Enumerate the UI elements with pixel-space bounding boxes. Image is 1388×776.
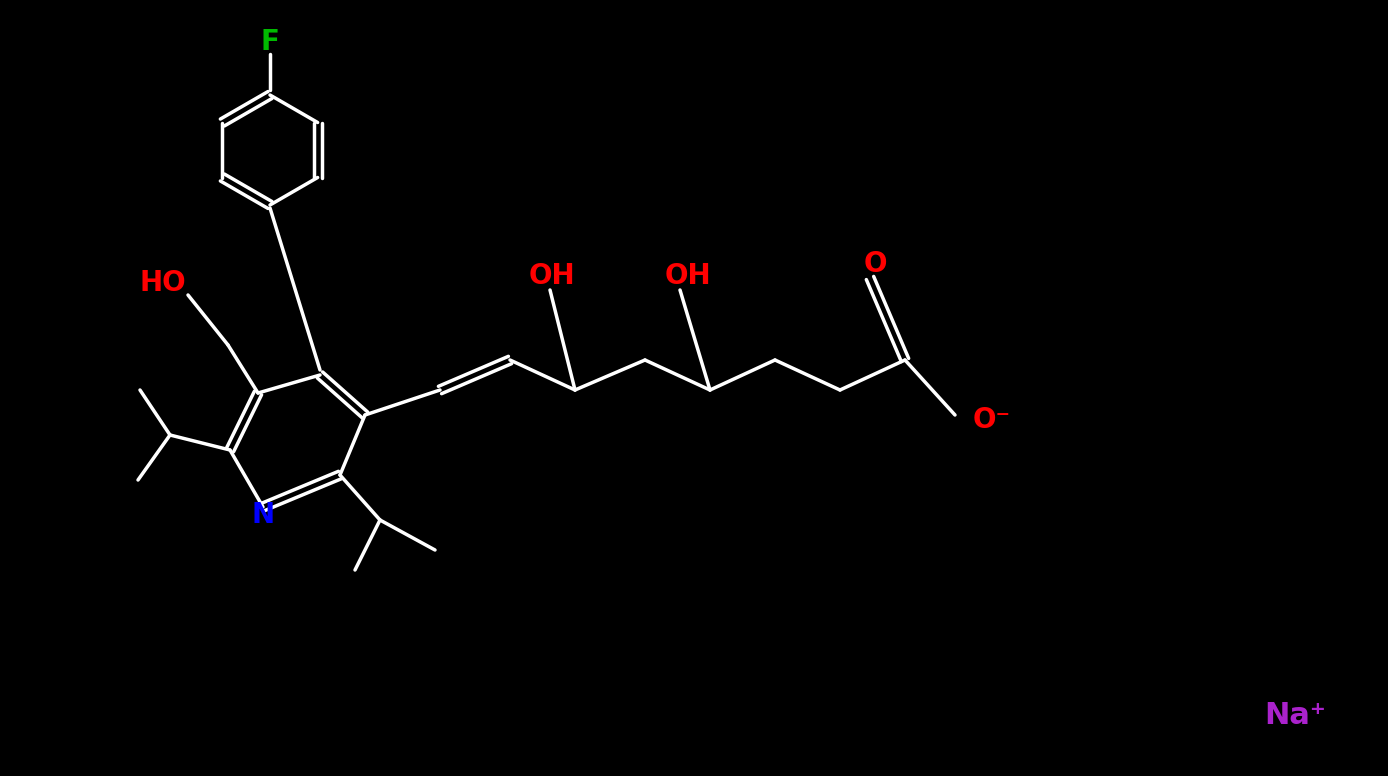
Text: OH: OH xyxy=(529,262,575,290)
Text: F: F xyxy=(261,28,279,56)
Text: O⁻: O⁻ xyxy=(973,406,1010,434)
Text: HO: HO xyxy=(139,269,186,297)
Text: OH: OH xyxy=(665,262,711,290)
Text: O: O xyxy=(863,250,887,278)
Text: Na⁺: Na⁺ xyxy=(1264,701,1326,729)
Text: N: N xyxy=(251,501,275,529)
